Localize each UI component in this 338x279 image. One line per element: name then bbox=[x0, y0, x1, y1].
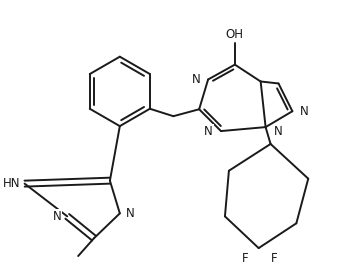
Text: N: N bbox=[204, 124, 213, 138]
Text: F: F bbox=[271, 251, 278, 264]
Text: OH: OH bbox=[226, 28, 244, 41]
Text: F: F bbox=[241, 251, 248, 264]
Text: N: N bbox=[126, 207, 135, 220]
Text: N: N bbox=[191, 73, 200, 86]
Text: N: N bbox=[300, 105, 309, 118]
Text: HN: HN bbox=[3, 177, 21, 190]
Text: N: N bbox=[273, 124, 282, 138]
Text: N: N bbox=[52, 210, 61, 223]
